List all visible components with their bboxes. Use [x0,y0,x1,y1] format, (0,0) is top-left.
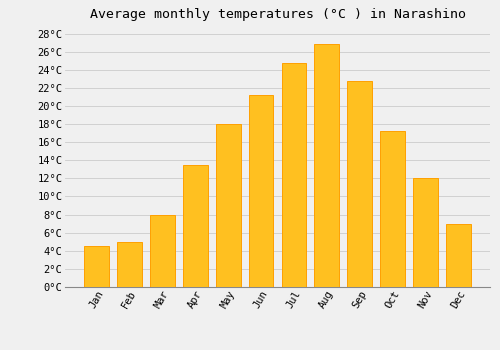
Bar [282,63,306,287]
Bar [183,165,208,287]
Bar [84,246,109,287]
Bar [413,178,438,287]
Bar [314,44,339,287]
Bar [216,124,240,287]
Bar [117,242,142,287]
Title: Average monthly temperatures (°C ) in Narashino: Average monthly temperatures (°C ) in Na… [90,8,466,21]
Bar [446,224,470,287]
Bar [248,95,274,287]
Bar [150,215,174,287]
Bar [380,131,405,287]
Bar [348,80,372,287]
